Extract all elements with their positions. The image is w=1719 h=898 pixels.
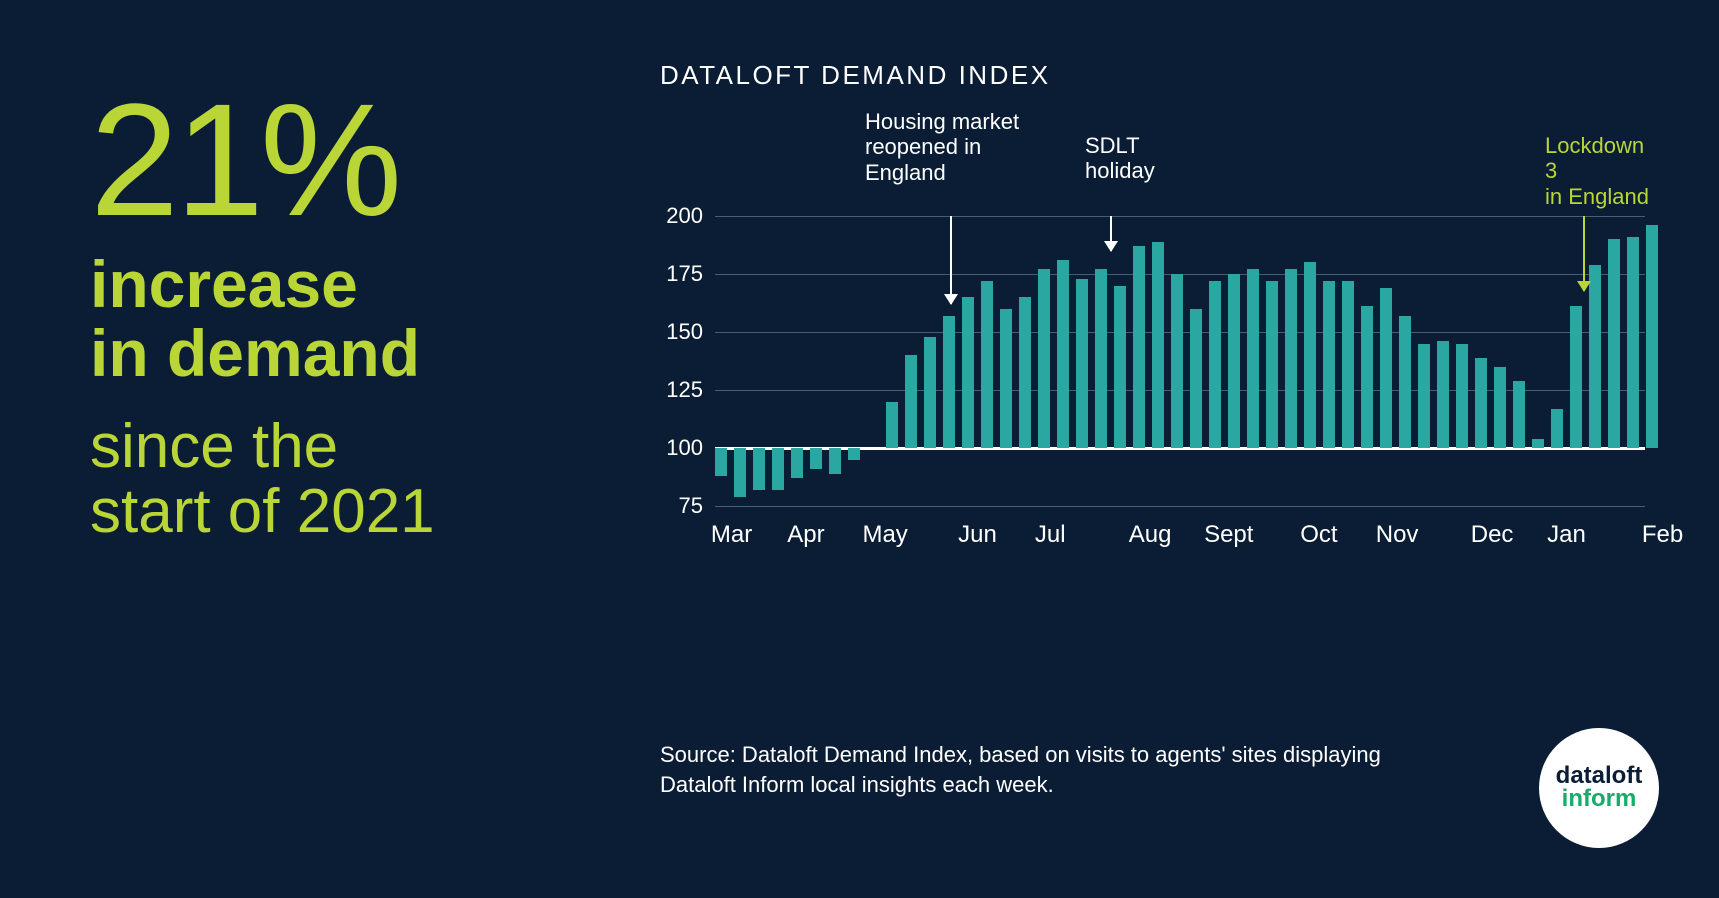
annotation-arrow-icon <box>1583 216 1585 291</box>
bar <box>1266 281 1278 448</box>
bar <box>1532 439 1544 448</box>
headline-line2: in demand <box>90 316 420 390</box>
bar <box>772 448 784 490</box>
x-tick-label: Apr <box>787 521 824 549</box>
bar <box>905 355 917 448</box>
bar <box>1570 306 1582 448</box>
bar <box>1608 239 1620 448</box>
chart-annotation-label: Lockdown 3in England <box>1545 133 1650 209</box>
y-tick-label: 200 <box>666 203 703 229</box>
annotation-arrow-icon <box>1110 216 1112 251</box>
headline-text: increase in demand <box>90 250 570 389</box>
source-text: Source: Dataloft Demand Index, based on … <box>660 740 1460 799</box>
bar <box>1209 281 1221 448</box>
bar <box>943 316 955 448</box>
x-tick-label: Feb <box>1642 521 1683 549</box>
chart-title: DATALOFT DEMAND INDEX <box>660 60 1660 91</box>
y-tick-label: 100 <box>666 435 703 461</box>
bar <box>1152 242 1164 448</box>
x-axis-labels: MarAprMayJunJulAugSeptOctNovDecJanFeb <box>715 521 1645 561</box>
bar <box>962 297 974 448</box>
dataloft-logo: dataloft inform <box>1539 728 1659 848</box>
x-tick-label: Mar <box>711 521 752 549</box>
bar <box>848 448 860 460</box>
bar <box>1418 344 1430 448</box>
logo-text-bottom: inform <box>1562 788 1637 811</box>
bar <box>1475 358 1487 448</box>
annotation-arrow-icon <box>950 216 952 304</box>
bar <box>1190 309 1202 448</box>
bar <box>1494 367 1506 448</box>
bar <box>829 448 841 474</box>
bar <box>1551 409 1563 448</box>
bar <box>1000 309 1012 448</box>
bar <box>791 448 803 478</box>
chart-annotation-label: Housing marketreopened inEngland <box>865 109 1019 185</box>
bar <box>753 448 765 490</box>
x-tick-label: Dec <box>1471 521 1514 549</box>
bar <box>1399 316 1411 448</box>
bar <box>1361 306 1373 448</box>
bar <box>1114 286 1126 448</box>
bar <box>1513 381 1525 448</box>
bar <box>1646 225 1658 448</box>
bar <box>1285 269 1297 448</box>
bar <box>1589 265 1601 448</box>
subhead-line1: since the <box>90 412 338 481</box>
bar <box>1437 341 1449 448</box>
x-tick-label: Jul <box>1035 521 1066 549</box>
bar <box>1171 274 1183 448</box>
bar <box>715 448 727 476</box>
plot-area: 75100125150175200 <box>715 216 1645 506</box>
headline-line1: increase <box>90 247 358 321</box>
bar <box>1057 260 1069 448</box>
chart-plot: 75100125150175200 MarAprMayJunJulAugSept… <box>660 111 1650 611</box>
headline-stat: 21% <box>90 80 570 240</box>
bar <box>1076 279 1088 448</box>
x-tick-label: Jun <box>958 521 997 549</box>
x-tick-label: Sept <box>1204 521 1253 549</box>
y-tick-label: 125 <box>666 377 703 403</box>
bar <box>1627 237 1639 448</box>
chart-annotation-label: SDLTholiday <box>1085 133 1155 184</box>
x-tick-label: Oct <box>1300 521 1337 549</box>
x-tick-label: Nov <box>1376 521 1419 549</box>
bar <box>1342 281 1354 448</box>
bar <box>1323 281 1335 448</box>
subheadline-text: since the start of 2021 <box>90 414 570 544</box>
gridline <box>715 506 1645 507</box>
bar <box>734 448 746 497</box>
bar <box>1019 297 1031 448</box>
subhead-line2: start of 2021 <box>90 477 435 546</box>
y-tick-label: 75 <box>679 493 703 519</box>
bar <box>1038 269 1050 448</box>
bar <box>1247 269 1259 448</box>
bar <box>1228 274 1240 448</box>
chart-container: DATALOFT DEMAND INDEX 75100125150175200 … <box>600 60 1660 780</box>
bar <box>1456 344 1468 448</box>
bar <box>924 337 936 448</box>
bar <box>810 448 822 469</box>
headline-block: 21% increase in demand since the start o… <box>90 80 570 544</box>
bar <box>1380 288 1392 448</box>
bar <box>1133 246 1145 448</box>
y-tick-label: 175 <box>666 261 703 287</box>
x-tick-label: Aug <box>1129 521 1172 549</box>
x-tick-label: May <box>862 521 907 549</box>
bar <box>981 281 993 448</box>
x-tick-label: Jan <box>1547 521 1586 549</box>
bar <box>1095 269 1107 448</box>
y-tick-label: 150 <box>666 319 703 345</box>
gridline <box>715 216 1645 217</box>
bar <box>886 402 898 448</box>
bar <box>1304 262 1316 448</box>
